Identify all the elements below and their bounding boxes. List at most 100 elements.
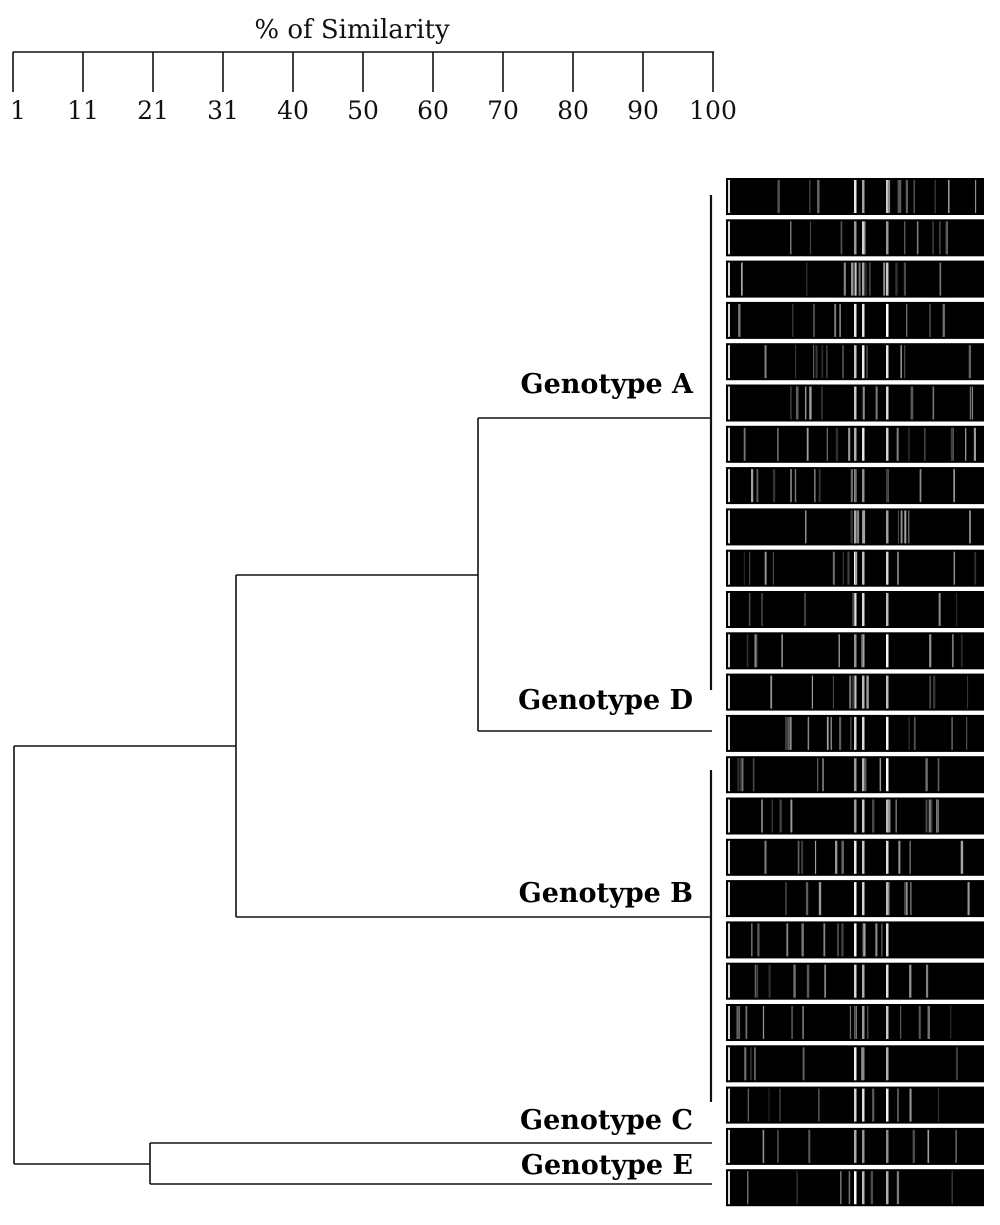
genotype-labels: Genotype A Genotype D Genotype B Genotyp…	[518, 369, 694, 1181]
scale-tick-label: 50	[347, 96, 379, 125]
gel-band	[937, 799, 939, 833]
gel-band	[862, 1129, 865, 1163]
gel-band	[762, 1129, 765, 1163]
gel-band	[817, 758, 819, 792]
gel-band	[854, 758, 857, 792]
gel-lane	[726, 1169, 984, 1207]
genotype-e-label: Genotype E	[521, 1150, 693, 1181]
gel-band	[929, 303, 931, 337]
gel-band	[728, 1088, 730, 1122]
gel-lane	[726, 425, 984, 463]
gel-band	[862, 634, 865, 668]
gel-band	[868, 262, 871, 296]
gel-band	[886, 1047, 889, 1081]
gel-band	[886, 427, 889, 461]
gel-band	[851, 262, 853, 296]
gel-band	[862, 1006, 865, 1039]
gel-band	[904, 221, 906, 255]
gel-band	[856, 510, 860, 544]
gel-band	[903, 262, 907, 296]
gel-band	[942, 303, 945, 337]
gel-band	[826, 427, 828, 461]
gel-band	[728, 634, 730, 668]
gel-band	[755, 634, 758, 668]
gel-lane	[726, 797, 984, 835]
gel-band	[886, 262, 889, 296]
gel-band	[728, 1047, 730, 1081]
gel-band	[761, 799, 763, 833]
gel-band	[756, 964, 759, 998]
gel-band	[794, 469, 797, 503]
gel-band	[854, 345, 857, 379]
gel-band	[895, 799, 897, 833]
genotype-b-label: Genotype B	[519, 878, 693, 909]
gel-band	[779, 1088, 781, 1122]
gel-band	[790, 386, 792, 420]
gel-band	[807, 716, 810, 750]
gel-band	[728, 180, 730, 213]
gel-band	[918, 1006, 921, 1039]
gel-band	[929, 675, 932, 709]
gel-lane	[726, 714, 984, 752]
gel-band	[906, 303, 908, 337]
gel-lane	[726, 921, 984, 959]
gel-band	[801, 840, 804, 874]
gel-band	[939, 262, 942, 296]
gel-band	[854, 634, 857, 668]
gel-band	[806, 427, 809, 461]
gel-band	[966, 716, 968, 750]
gel-band	[749, 551, 751, 585]
gel-band	[850, 716, 852, 750]
gel-band	[938, 593, 941, 626]
gel-band	[801, 923, 804, 957]
gel-band	[929, 634, 932, 668]
gel-band	[773, 469, 776, 503]
gel-band	[821, 386, 823, 420]
gel-band	[867, 1006, 869, 1039]
gel-band	[913, 716, 916, 750]
gel-lane	[726, 260, 984, 298]
gel-band	[850, 469, 853, 503]
gel-band	[872, 799, 875, 833]
gel-band	[975, 180, 977, 213]
gel-band	[751, 469, 754, 503]
gel-band	[945, 221, 949, 255]
gel-band	[826, 716, 829, 750]
gel-band	[887, 799, 891, 833]
gel-band	[899, 1006, 902, 1039]
gel-band	[756, 469, 759, 503]
gel-band	[854, 180, 857, 213]
gel-band	[947, 180, 950, 213]
gel-band	[951, 1171, 953, 1205]
gel-band	[792, 303, 794, 337]
gel-band	[848, 1171, 851, 1205]
gel-band	[886, 345, 889, 379]
gel-band	[812, 345, 815, 379]
gel-band	[794, 345, 797, 379]
gel-band	[927, 1006, 930, 1039]
gel-lane	[726, 673, 984, 711]
gel-band	[754, 964, 757, 998]
gel-band	[897, 1088, 899, 1122]
gel-band	[738, 303, 741, 337]
gel-band	[854, 840, 857, 874]
gel-band	[809, 221, 812, 255]
gel-band	[802, 1047, 805, 1081]
gel-band	[854, 799, 857, 833]
gel-lane	[726, 1045, 984, 1083]
gel-band	[908, 510, 910, 544]
gel-band	[862, 675, 865, 709]
gel-band	[862, 469, 865, 503]
gel-band	[883, 262, 886, 296]
gel-band	[728, 840, 730, 874]
scale-tick-label: 40	[277, 96, 309, 125]
gel-band	[886, 923, 889, 957]
genotype-c-label: Genotype C	[520, 1105, 693, 1136]
gel-band	[862, 1171, 865, 1205]
gel-band	[862, 345, 865, 379]
gel-band	[777, 1129, 779, 1163]
gel-band	[852, 593, 855, 626]
gel-band	[863, 923, 866, 957]
gel-band	[849, 1006, 852, 1039]
gel-lane	[726, 301, 984, 339]
